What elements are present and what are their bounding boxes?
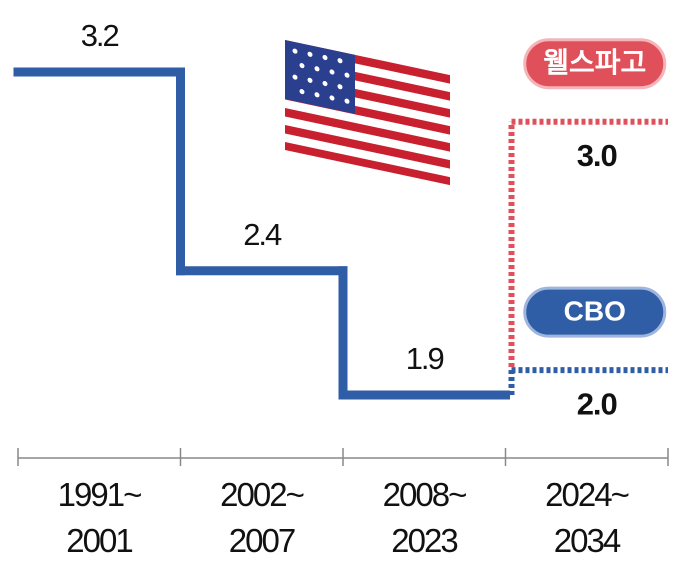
x-tick-label: 2002~ 2007 xyxy=(220,476,305,559)
value-label: 1.9 xyxy=(406,341,444,376)
value-label: 2.0 xyxy=(577,386,617,421)
legend-label: CBO xyxy=(564,296,626,327)
legend-item: 웰스파고 xyxy=(523,38,667,90)
value-label: 2.4 xyxy=(243,217,282,252)
legend-item: CBO xyxy=(523,286,667,338)
flag-canton xyxy=(285,40,355,114)
legend-badge xyxy=(523,38,667,90)
legend-badge xyxy=(523,286,667,338)
value-label: 3.0 xyxy=(577,138,617,173)
flag-stars xyxy=(292,48,350,104)
x-tick-label: 2024~ 2034 xyxy=(545,476,630,559)
x-tick-label: 2008~ 2023 xyxy=(382,476,468,559)
value-label: 3.2 xyxy=(81,18,119,53)
x-tick-label: 1991~ 2001 xyxy=(57,476,143,559)
legend-label: 웰스파고 xyxy=(543,47,646,78)
flag-decoration xyxy=(285,40,450,186)
